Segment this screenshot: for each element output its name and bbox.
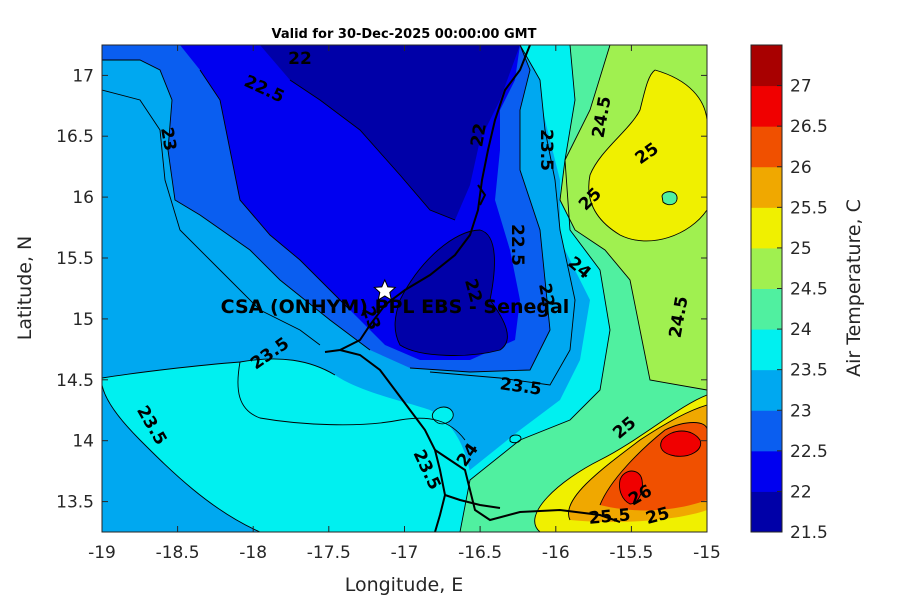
contour-label: 23.5 bbox=[536, 129, 556, 171]
temperature-field bbox=[102, 45, 707, 532]
x-axis-label: Longitude, E bbox=[345, 574, 464, 596]
colorbar-tick-label: 27 bbox=[790, 77, 812, 97]
station-star-icon[interactable] bbox=[373, 278, 397, 301]
x-tick: -18.5 bbox=[156, 45, 200, 563]
field-23.5-band-southwest bbox=[102, 358, 473, 532]
y-tick-label: 17 bbox=[72, 66, 94, 86]
y-tick-label: 13.5 bbox=[56, 493, 94, 513]
colorbar-tick-label: 26.5 bbox=[790, 117, 828, 137]
field-21.5-south bbox=[395, 230, 508, 356]
x-tick: -19 bbox=[88, 45, 116, 563]
contour-lines bbox=[102, 45, 707, 532]
colorbar-tick-label: 23.5 bbox=[790, 361, 828, 381]
colorbar-swatch bbox=[751, 288, 782, 330]
x-tick: -17.5 bbox=[307, 45, 351, 563]
x-axis: -19 -18.5 -18 -17.5 -17 -16.5 -16 -15.5 … bbox=[88, 45, 721, 563]
colorbar-swatch bbox=[751, 369, 782, 411]
x-tick-label: -15.5 bbox=[609, 543, 653, 563]
contour-label: 22 bbox=[288, 49, 312, 69]
x-tick: -15 bbox=[693, 45, 721, 563]
y-tick: 13.5 bbox=[56, 493, 707, 513]
x-tick: -15.5 bbox=[609, 45, 653, 563]
colorbar-swatch bbox=[751, 126, 782, 168]
colorbar-tick-label: 22.5 bbox=[790, 442, 828, 462]
y-tick-label: 15.5 bbox=[56, 249, 94, 269]
y-tick-label: 15 bbox=[72, 310, 94, 330]
y-axis-label: Latitude, N bbox=[14, 236, 36, 341]
colorbar-label: Air Temperature, C bbox=[843, 199, 865, 377]
contour-label: 23 bbox=[156, 126, 180, 153]
contour-label: 22 bbox=[467, 122, 491, 149]
x-tick-label: -17 bbox=[391, 543, 419, 563]
field-23.5-islet bbox=[432, 407, 454, 424]
figure-title: Valid for 30-Dec-2025 00:00:00 GMT bbox=[272, 27, 537, 42]
contour-label: 22 bbox=[534, 282, 558, 309]
colorbar-tick-label: 25.5 bbox=[790, 198, 828, 218]
field-21.5-north bbox=[260, 45, 520, 220]
x-tick: -18 bbox=[239, 45, 267, 563]
y-tick: 17 bbox=[72, 66, 707, 86]
colorbar-swatch bbox=[751, 491, 782, 533]
colorbar-swatch bbox=[751, 166, 782, 208]
colorbar-tick-label: 26 bbox=[790, 158, 812, 178]
colorbar-tick-label: 24.5 bbox=[790, 280, 828, 300]
colorbar-swatch bbox=[751, 85, 782, 127]
y-tick: 16.5 bbox=[56, 127, 707, 147]
field-26.5-spot-1 bbox=[660, 431, 701, 457]
y-tick: 14.5 bbox=[56, 371, 707, 391]
colorbar-tick-label: 23 bbox=[790, 401, 812, 421]
colorbar: 21.5 22 22.5 23 23.5 24 24.5 25 25.5 26 26.5 27 bbox=[750, 44, 828, 543]
y-tick: 15.5 bbox=[56, 249, 707, 269]
x-tick-label: -16 bbox=[542, 543, 570, 563]
contour-label: 22.5 bbox=[507, 224, 527, 266]
station-label: CSA (ONHYM) PPL EBS - Senegal bbox=[221, 296, 570, 318]
colorbar-tick-label: 25 bbox=[790, 239, 812, 259]
y-tick: 16 bbox=[72, 188, 707, 208]
contour-label: 25.5 bbox=[588, 505, 632, 529]
x-tick: -17 bbox=[391, 45, 419, 563]
x-tick: -16 bbox=[542, 45, 570, 563]
colorbar-tick-label: 22 bbox=[790, 482, 812, 502]
x-tick-label: -17.5 bbox=[307, 543, 351, 563]
field-23.5-islet-2 bbox=[510, 435, 521, 443]
x-tick-label: -18 bbox=[239, 543, 267, 563]
y-tick-label: 14.5 bbox=[56, 371, 94, 391]
y-tick-label: 16 bbox=[72, 188, 94, 208]
y-tick-label: 16.5 bbox=[56, 127, 94, 147]
x-tick: -16.5 bbox=[458, 45, 502, 563]
colorbar-swatch bbox=[751, 247, 782, 289]
x-tick-label: -16.5 bbox=[458, 543, 502, 563]
field-24-islet bbox=[662, 191, 678, 205]
x-tick-label: -18.5 bbox=[156, 543, 200, 563]
y-tick: 14 bbox=[72, 432, 707, 452]
x-tick-label: -19 bbox=[88, 543, 116, 563]
colorbar-swatch bbox=[751, 450, 782, 492]
y-tick: 15 bbox=[72, 310, 707, 330]
colorbar-tick-label: 24 bbox=[790, 320, 812, 340]
x-tick-label: -15 bbox=[693, 543, 721, 563]
y-tick-label: 14 bbox=[72, 432, 94, 452]
colorbar-swatch bbox=[751, 410, 782, 452]
colorbar-swatch bbox=[751, 329, 782, 371]
colorbar-swatch bbox=[751, 45, 782, 87]
y-axis: 13.5 14 14.5 15 15.5 16 16.5 17 bbox=[56, 66, 707, 513]
field-26.5-spot-2 bbox=[619, 471, 643, 504]
colorbar-tick-label: 21.5 bbox=[790, 523, 828, 543]
coastline bbox=[324, 45, 621, 532]
colorbar-swatch bbox=[751, 207, 782, 249]
